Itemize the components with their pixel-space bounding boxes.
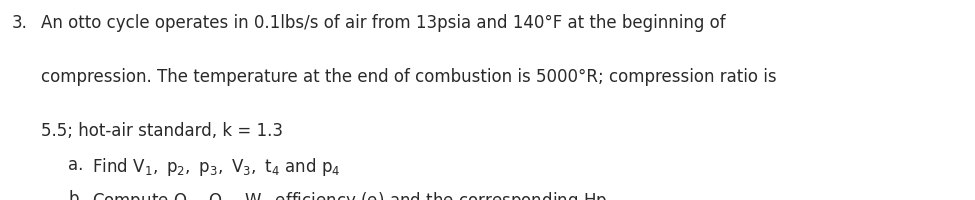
Text: $\mathrm{Find\ V_{1},\ p_{2},\ p_{3},\ V_{3},\ t_{4}\ and\ p_{4}}$: $\mathrm{Find\ V_{1},\ p_{2},\ p_{3},\ V… <box>92 156 340 178</box>
Text: An otto cycle operates in 0.1lbs/s of air from 13psia and 140°F at the beginning: An otto cycle operates in 0.1lbs/s of ai… <box>41 14 725 32</box>
Text: compression. The temperature at the end of combustion is 5000°R; compression rat: compression. The temperature at the end … <box>41 68 776 86</box>
Text: $\mathrm{Compute\ Q_{A},\ Q_{R},\ W,\ efficiency\ (e)\ and\ the\ corresponding\ : $\mathrm{Compute\ Q_{A},\ Q_{R},\ W,\ ef… <box>92 190 611 200</box>
Text: 3.: 3. <box>12 14 27 32</box>
Text: b.: b. <box>68 190 84 200</box>
Text: 5.5; hot-air standard, k = 1.3: 5.5; hot-air standard, k = 1.3 <box>41 122 283 140</box>
Text: a.: a. <box>68 156 84 174</box>
